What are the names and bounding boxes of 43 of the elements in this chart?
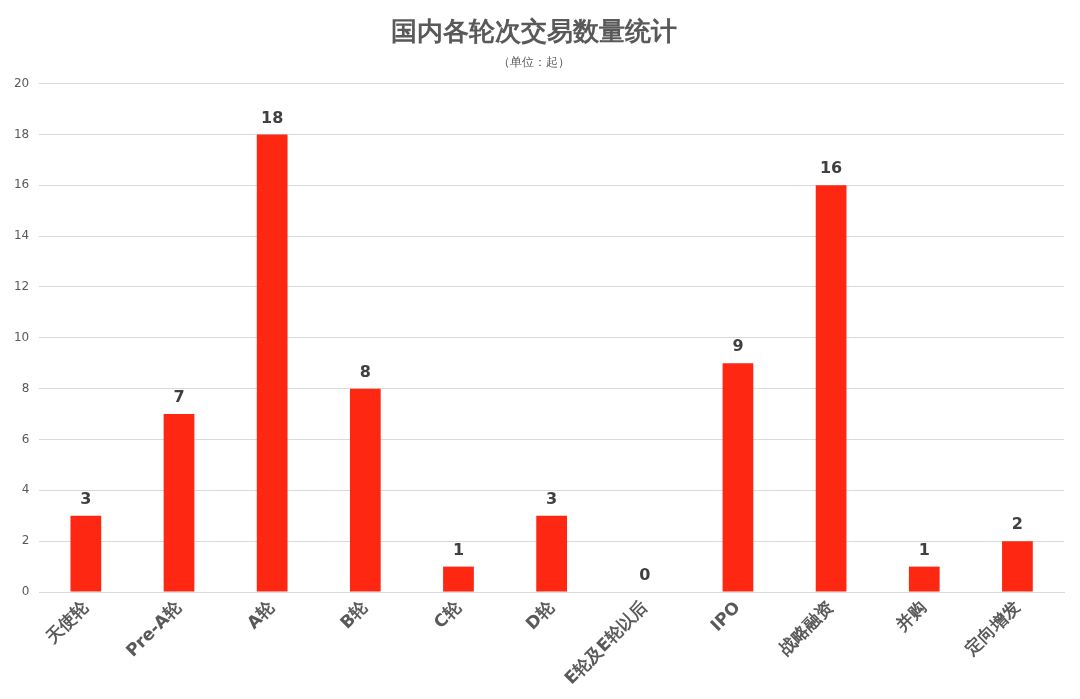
x-tick-label: E轮及E轮以后 — [560, 597, 651, 688]
bar — [815, 185, 847, 592]
bar — [256, 134, 288, 592]
bar — [163, 414, 195, 592]
chart-title: 国内各轮次交易数量统计 — [391, 16, 677, 47]
bar — [70, 515, 102, 592]
y-tick-label: 18 — [13, 126, 30, 141]
x-tick-label: D轮 — [521, 596, 559, 634]
data-label: 1 — [918, 539, 930, 559]
bar — [349, 388, 381, 592]
data-label: 3 — [546, 488, 558, 508]
data-label: 2 — [1011, 514, 1023, 534]
x-tick-label: B轮 — [335, 596, 372, 633]
bar — [536, 515, 568, 592]
data-label: 8 — [359, 361, 371, 381]
chart-subtitle: （单位：起） — [498, 54, 570, 69]
x-tick-label: 并购 — [891, 597, 931, 636]
y-tick-label: 10 — [13, 329, 30, 344]
x-tick-label: 天使轮 — [40, 596, 93, 648]
data-label: 7 — [173, 387, 185, 407]
y-tick-label: 2 — [21, 533, 30, 548]
x-tick-label: A轮 — [242, 596, 279, 633]
y-tick-label: 4 — [21, 482, 30, 497]
data-label: 9 — [732, 336, 744, 356]
x-tick-label: 战略融资 — [774, 597, 838, 660]
y-tick-label: 12 — [13, 279, 30, 294]
y-tick-label: 14 — [13, 228, 30, 243]
x-tick-label: 定向增发 — [960, 597, 1024, 661]
bar — [1002, 541, 1033, 592]
data-label: 16 — [819, 158, 843, 178]
bar — [908, 566, 940, 592]
bar — [443, 566, 474, 592]
y-tick-label: 0 — [21, 584, 30, 599]
y-tick-label: 8 — [21, 380, 30, 395]
data-label: 1 — [452, 539, 465, 559]
bar — [722, 363, 754, 592]
y-tick-label: 16 — [13, 177, 30, 192]
y-tick-label: 6 — [21, 431, 30, 446]
data-label: 18 — [261, 107, 284, 127]
data-label: 0 — [639, 565, 651, 585]
data-label: 3 — [80, 488, 92, 508]
x-tick-label: C轮 — [429, 596, 466, 633]
y-tick-label: 20 — [13, 75, 30, 90]
